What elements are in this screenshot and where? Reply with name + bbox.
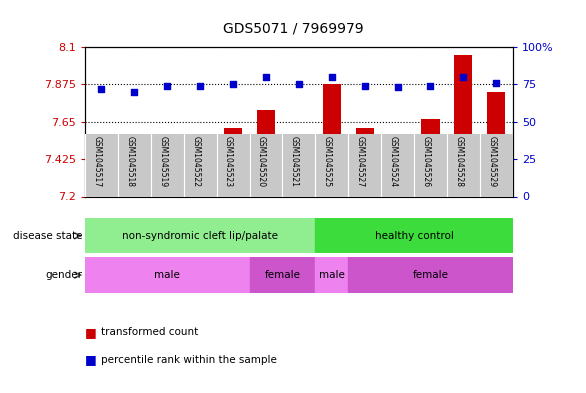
Text: male: male <box>154 270 180 280</box>
Text: non-syndromic cleft lip/palate: non-syndromic cleft lip/palate <box>122 231 278 241</box>
Text: GSM1045520: GSM1045520 <box>257 136 266 187</box>
Text: GSM1045526: GSM1045526 <box>421 136 431 187</box>
Text: percentile rank within the sample: percentile rank within the sample <box>101 354 277 365</box>
Point <box>294 81 304 88</box>
Text: GSM1045523: GSM1045523 <box>224 136 233 187</box>
Text: GSM1045529: GSM1045529 <box>488 136 496 187</box>
Point <box>459 74 468 80</box>
Bar <box>356 128 374 196</box>
Bar <box>85 218 315 253</box>
Bar <box>348 257 513 293</box>
Point <box>229 81 238 88</box>
Bar <box>389 136 407 196</box>
Bar <box>158 174 176 196</box>
Bar <box>487 92 505 196</box>
Bar <box>290 158 308 196</box>
Point <box>393 84 402 91</box>
Point <box>426 83 435 89</box>
Bar <box>454 55 472 196</box>
Text: GSM1045518: GSM1045518 <box>125 136 134 187</box>
Text: GSM1045517: GSM1045517 <box>93 136 101 187</box>
Bar <box>85 257 250 293</box>
Text: male: male <box>319 270 345 280</box>
Point <box>492 80 501 86</box>
Bar <box>93 191 111 196</box>
Text: GSM1045527: GSM1045527 <box>356 136 364 187</box>
Text: GSM1045521: GSM1045521 <box>290 136 299 187</box>
Text: GSM1045528: GSM1045528 <box>454 136 464 187</box>
Text: disease state: disease state <box>12 231 82 241</box>
Text: gender: gender <box>45 270 82 280</box>
Bar <box>224 129 242 196</box>
Point <box>261 74 271 80</box>
Text: female: female <box>413 270 448 280</box>
Text: healthy control: healthy control <box>374 231 454 241</box>
Text: GDS5071 / 7969979: GDS5071 / 7969979 <box>223 22 363 36</box>
Text: GSM1045522: GSM1045522 <box>191 136 200 187</box>
Point <box>327 74 336 80</box>
Bar <box>315 257 348 293</box>
Text: transformed count: transformed count <box>101 327 199 337</box>
Text: GSM1045525: GSM1045525 <box>323 136 332 187</box>
Text: GSM1045519: GSM1045519 <box>158 136 167 187</box>
Text: female: female <box>264 270 301 280</box>
Text: GSM1045524: GSM1045524 <box>389 136 397 187</box>
Point <box>196 83 205 89</box>
Point <box>162 83 172 89</box>
Point <box>130 89 139 95</box>
Bar <box>315 218 513 253</box>
Bar <box>421 119 440 196</box>
Point <box>97 86 106 92</box>
Text: ■: ■ <box>85 325 97 339</box>
Bar <box>191 161 209 196</box>
Text: ■: ■ <box>85 353 97 366</box>
Point <box>360 83 369 89</box>
Bar <box>257 110 275 196</box>
Bar <box>250 257 315 293</box>
Bar <box>323 84 341 196</box>
